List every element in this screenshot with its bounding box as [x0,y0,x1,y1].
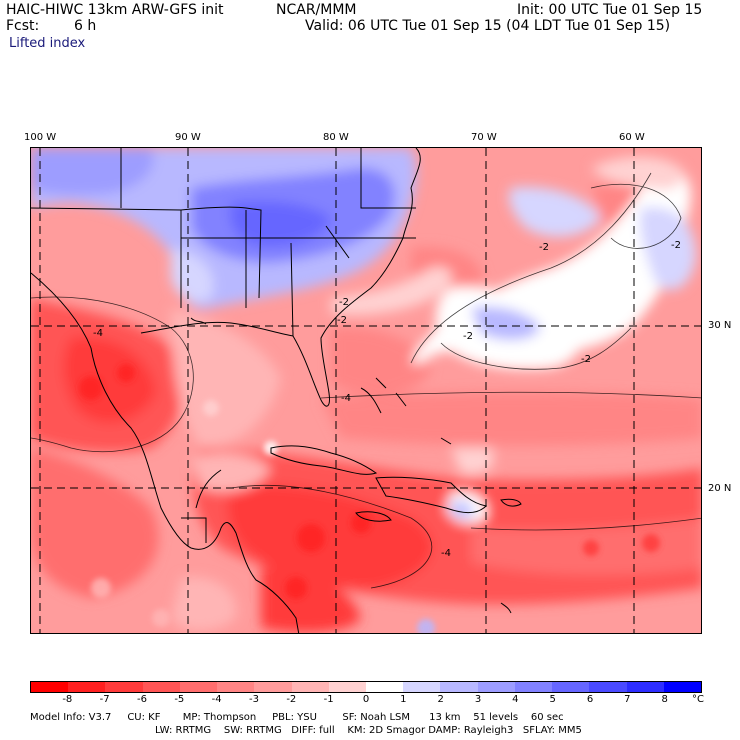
legend-swatch [142,682,180,692]
legend-swatch [552,682,590,692]
lon-label-70w: 70 W [471,132,497,143]
coastlines [31,148,522,633]
organization-label: NCAR/MMM [276,2,357,18]
color-scale-bar [30,681,702,693]
legend-swatch [328,682,366,692]
legend-swatch [254,682,292,692]
contour-label: -4 [341,393,351,404]
legend-swatch [365,682,404,692]
legend-tick-label: 0 [362,694,370,705]
legend-tick-label: -4 [211,694,222,705]
forecast-hour: 6 h [74,18,97,34]
legend-swatch [514,682,553,692]
contour-label: -4 [441,548,451,559]
legend-swatch [663,682,701,692]
model-info-line1: Model Info: V3.7 CU: KF MP: Thompson PBL… [30,712,564,723]
contour-label: -2 [339,297,349,308]
map-canvas: -2 -2 -2 -2 -2 -2 -4 -4 -4 [31,148,701,633]
model-title: HAIC-HIWC 13km ARW-GFS init [6,2,224,18]
legend-tick-label: 7 [624,694,631,705]
contour-label: -2 [463,331,473,342]
legend-swatch [403,682,441,692]
valid-time: Valid: 06 UTC Tue 01 Sep 15 (04 LDT Tue … [305,18,671,34]
lat-label-30n: 30 N [708,320,732,331]
field-name: Lifted index [9,36,86,51]
forecast-label: Fcst: [6,18,40,34]
legend-tick-label: 4 [512,694,519,705]
legend-unit: °C [692,694,704,705]
contour-label: -2 [337,315,347,326]
legend-tick-label: -1 [323,694,334,705]
legend-swatch [105,682,143,692]
legend-swatch [68,682,106,692]
lon-label-80w: 80 W [323,132,349,143]
lon-label-60w: 60 W [619,132,645,143]
legend-tick-label: -8 [62,694,73,705]
legend-tick-label: 2 [437,694,444,705]
legend-tick-label: 3 [474,694,482,705]
legend-swatch [626,682,664,692]
contour-label: -4 [93,328,103,339]
legend-tick-label: 6 [586,694,594,705]
legend-tick-label: 5 [549,694,556,705]
legend-swatch [477,682,515,692]
contour-label: -2 [539,242,549,253]
contour-lines [31,172,701,589]
legend-swatch [217,682,255,692]
field-speckle [79,364,660,633]
legend-tick-label: -5 [174,694,185,705]
contour-label: -2 [671,240,681,251]
init-time: Init: 00 UTC Tue 01 Sep 15 [517,2,703,18]
legend-tick-label: 8 [661,694,668,705]
lifted-index-map: -2 -2 -2 -2 -2 -2 -4 -4 -4 [30,147,702,634]
legend-swatch [179,682,218,692]
contour-label-group: -2 -2 -2 -2 -2 -2 -4 -4 -4 [93,240,681,559]
legend-tick-label: -2 [286,694,297,705]
legend-tick-label: -6 [137,694,147,705]
legend-tick-label: 1 [400,694,407,705]
legend-swatch [31,682,69,692]
legend-tick-label: -3 [249,694,259,705]
lat-lon-grid [31,148,701,633]
legend-swatch [589,682,627,692]
contour-label: -2 [581,354,591,365]
legend-swatch [440,682,478,692]
legend-tick-label: -7 [99,694,110,705]
lon-label-90w: 90 W [175,132,201,143]
legend-swatch [291,682,329,692]
lat-label-20n: 20 N [708,483,732,494]
model-info-line2: LW: RRTMG SW: RRTMG DIFF: full KM: 2D Sm… [155,725,582,736]
lon-label-100w: 100 W [24,132,57,143]
